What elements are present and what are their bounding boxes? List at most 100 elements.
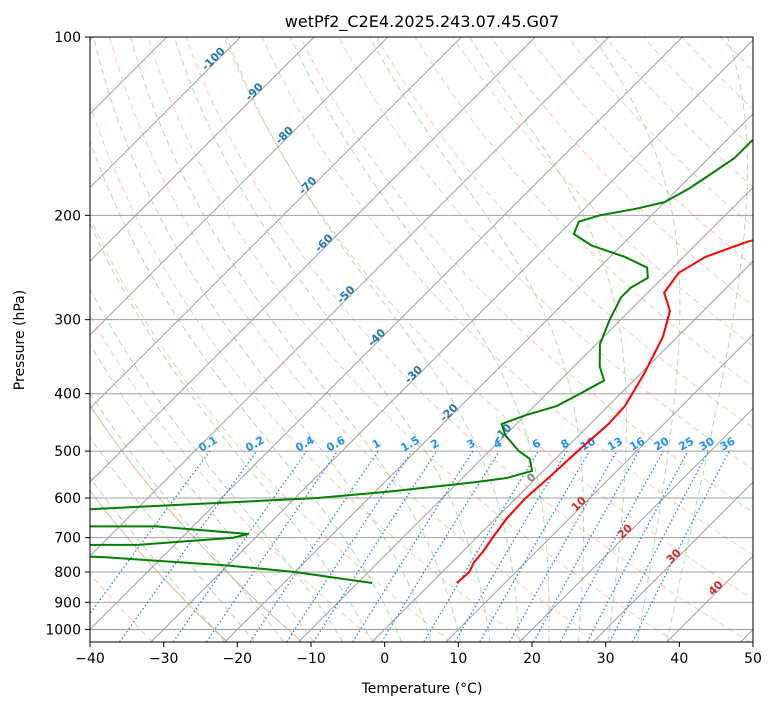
moist-adiabat [226,37,520,642]
x-tick-label: −30 [149,651,179,667]
dry-adiabat [414,37,753,388]
axes: −40 −30 −20 −10 0 10 20 30 40 50 100 200 300 400 500 60… [45,30,762,667]
x-tick-label: 40 [670,651,688,667]
dry-adiabat [90,404,303,642]
isotherm-label: -50 [334,283,357,306]
isotherm-line [592,481,753,642]
moist-adiabat [90,139,403,642]
isotherm-label: -100 [199,44,228,73]
x-tick-label: −20 [223,651,253,667]
moist-adiabat [90,392,285,642]
mixing-ratio-label: 2 [428,437,441,452]
moist-adiabat [90,343,314,642]
isotherm-line [150,39,753,642]
mixing-ratio-line [205,450,338,642]
dry-adiabat [299,37,753,513]
x-tick-label: 20 [523,651,541,667]
isotherm-label: -70 [296,174,319,197]
moist-adiabat [130,37,461,642]
dry-adiabat [90,314,378,642]
dry-adiabat [452,37,753,347]
x-axis-label: Temperature (°C) [361,681,483,697]
isotherm-label: -30 [402,363,425,386]
profile-lines [90,139,753,584]
isotherm-line [224,113,753,642]
isotherm-label: 30 [664,546,684,566]
mixing-ratio-line [172,450,308,642]
isotherm-line [445,334,753,642]
mixing-ratio-line [119,450,258,642]
y-tick-label: 200 [54,208,81,224]
isotherm-line [90,37,462,410]
profile-line [456,239,753,584]
x-tick-label: 0 [380,651,389,667]
x-tick-label: 50 [744,651,762,667]
moist-adiabat [90,287,344,642]
dry-adiabat [147,37,676,642]
moist-adiabat [173,37,491,642]
isotherm-label: -60 [312,231,335,254]
dry-adiabat [338,37,753,471]
isotherm-line [371,260,753,642]
y-axis-label: Pressure (hPa) [12,290,28,390]
y-tick-label: 400 [54,387,81,403]
isotherm-line [90,37,241,189]
isotherm-label: 40 [706,578,726,598]
dry-adiabat [261,37,753,556]
mixing-ratio-label: 1 [370,437,383,452]
isotherm-label: -40 [365,326,388,349]
y-tick-label: 100 [54,30,81,46]
moist-adiabat [90,222,373,642]
moist-adiabat [93,37,432,642]
dry-adiabat-curve [90,404,303,642]
x-tick-label: 10 [449,651,467,667]
y-tick-label: 1000 [45,622,81,638]
y-tick-label: 800 [54,565,81,581]
dry-adiabat [643,37,753,149]
y-tick-label: 700 [54,531,81,547]
dry-adiabat [758,37,775,642]
plot-frame [89,36,754,643]
background-lines [90,37,775,642]
dry-adiabat [681,37,753,110]
dry-adiabat [490,37,753,307]
mixing-ratio-line [586,450,689,642]
mixing-ratio-line [559,450,664,642]
mixing-ratio-line [509,450,618,642]
mixing-ratio-line [533,450,640,642]
dry-adiabat [528,37,753,267]
isotherm-line [666,555,753,642]
isotherm-line [90,37,610,557]
y-tick-label: 500 [54,444,81,460]
mixing-ratio-line [90,450,211,615]
mixing-ratio-line [286,450,413,642]
dry-adiabat [90,216,452,642]
mixing-ratio-label: 6 [530,436,543,451]
mixing-ratio-line [632,450,730,642]
moist-adiabat [290,37,550,642]
x-tick-label: 30 [597,651,615,667]
dry-adiabat [376,37,753,429]
mixing-ratio-line [312,450,438,642]
moist-adiabat [90,476,226,642]
moist-adiabat [593,37,681,642]
dry-adiabat [719,37,753,72]
isotherm-line [90,37,315,262]
moist-adiabat [469,37,627,642]
y-tick-label: 900 [54,595,81,611]
moist-adiabat [369,37,585,642]
dry-adiabat [90,489,228,642]
isotherm-label: -20 [437,401,460,424]
chart-title: wetPf2_C2E4.2025.243.07.45.G07 [285,12,559,32]
y-tick-label: 300 [54,313,81,329]
isotherm-line [90,37,536,483]
y-tick-label: 600 [54,491,81,507]
mixing-ratio-line [381,450,501,642]
moist-adiabat [666,37,748,642]
moist-adiabat [90,436,255,642]
isotherm-label: 20 [615,521,635,541]
x-tick-label: −40 [75,651,105,667]
isotherm-label: 10 [569,494,589,514]
x-tick-label: −10 [296,651,326,667]
